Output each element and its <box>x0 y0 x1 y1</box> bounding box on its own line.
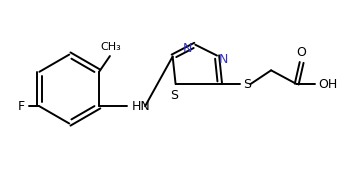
Text: CH₃: CH₃ <box>100 42 121 52</box>
Text: S: S <box>244 78 251 91</box>
Text: N: N <box>183 42 192 55</box>
Text: HN: HN <box>131 100 150 113</box>
Text: O: O <box>297 46 307 58</box>
Text: S: S <box>171 89 179 102</box>
Text: F: F <box>18 100 25 113</box>
Text: N: N <box>219 53 228 66</box>
Text: OH: OH <box>319 78 337 91</box>
